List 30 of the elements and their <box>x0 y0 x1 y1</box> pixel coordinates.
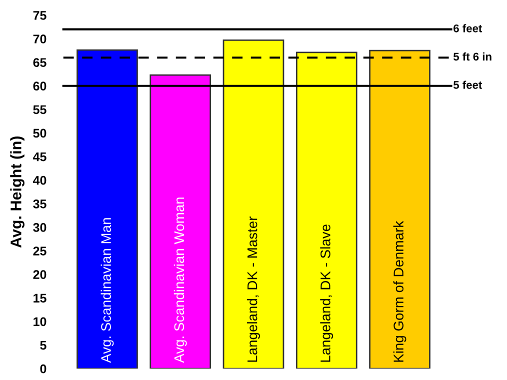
y-tick-label: 15 <box>34 294 46 303</box>
ref-line-label: 5 ft 6 in <box>453 52 492 61</box>
y-tick-label: 65 <box>33 58 46 67</box>
bar <box>76 49 138 369</box>
ref-line-label: 6 feet <box>454 24 482 32</box>
y-tick-label: 35 <box>33 199 46 208</box>
bar <box>369 50 430 369</box>
y-tick-label: 30 <box>33 223 46 232</box>
y-tick-label: 75 <box>33 11 46 20</box>
y-tick-label: 20 <box>33 270 46 280</box>
y-tick-label: 10 <box>34 317 46 326</box>
y-tick-label: 40 <box>32 176 46 185</box>
bar <box>222 39 284 369</box>
y-tick-label: 50 <box>33 128 46 138</box>
y-tick-label: 25 <box>33 246 46 256</box>
x-tick-label: Langeland, DK - Master <box>247 216 260 362</box>
x-tick-label: Langeland, DK - Slave <box>320 224 334 362</box>
bar <box>150 74 212 369</box>
x-tick-label: Avg. Scandinavian Woman <box>174 198 187 363</box>
y-tick-label: 55 <box>33 105 46 114</box>
y-tick-label: 45 <box>32 152 46 162</box>
y-tick-label: 60 <box>33 82 46 91</box>
y-tick-label: 70 <box>33 34 46 44</box>
y-tick-label: 5 <box>40 340 46 350</box>
ref-line-label: 5 feet <box>453 80 482 89</box>
y-tick-label: 0 <box>40 364 46 374</box>
bar <box>296 52 358 369</box>
x-tick-label: King Gorm of Denmark <box>393 220 406 362</box>
y-axis-title: Avg. Height (in) <box>10 136 24 248</box>
x-tick-label: Avg. Scandinavian Man <box>100 218 114 363</box>
